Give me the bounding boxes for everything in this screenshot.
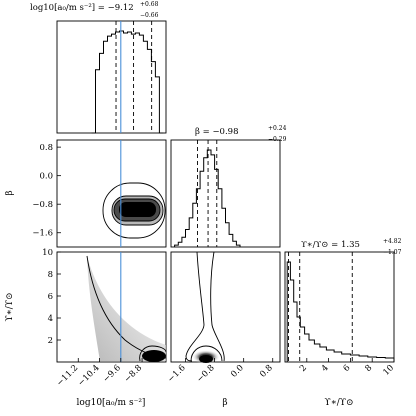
ytick-label-beta-1: −0.8 [32, 200, 53, 210]
contour-mid-beta [190, 345, 223, 362]
contour-right-beta [210, 251, 225, 362]
title-upsilon-main: ϒ∗/ϒ⊙ = 1.35 [301, 240, 360, 250]
xtick-label-a0-3: −8.8 [123, 363, 145, 385]
panel-upsilon-hist-frame [284, 251, 395, 363]
histogram-upsilon [286, 261, 395, 362]
xtick-label-upsilon-4: 10 [381, 363, 396, 378]
title-a0-minus: −0.66 [140, 12, 159, 19]
title-a0-plus: +0.68 [140, 1, 159, 8]
title-a0-main: log10[a₀/m s⁻²] = −9.12 [30, 3, 134, 13]
contour-inner-a0 [139, 345, 167, 362]
xtick-label-beta-3: 0.8 [258, 363, 275, 380]
title-beta-main: β = −0.98 [195, 127, 239, 137]
histogram-a0 [91, 30, 164, 134]
xtick-label-beta-0: −1.6 [166, 363, 188, 385]
xtick-label-upsilon-0: 2 [298, 363, 309, 374]
xtick-label-upsilon-3: 8 [363, 363, 374, 374]
xtick-label-a0-0: −11.2 [55, 363, 81, 389]
ytick-label-beta-3: 0.8 [39, 143, 53, 153]
ylabel-upsilon: ϒ∗/ϒ⊙ [5, 292, 15, 321]
xtick-label-beta-1: −0.8 [195, 363, 217, 385]
title-beta-plus: +0.24 [268, 125, 287, 132]
xlabel-beta: β [222, 398, 227, 408]
xtick-label-a0-2: −9.6 [101, 363, 123, 385]
density-core-beta [199, 355, 213, 363]
panel-beta-hist-frame [170, 139, 281, 248]
ytick-label-upsilon-0: 2 [48, 336, 53, 346]
ytick-label-beta-2: 0.0 [39, 172, 53, 182]
xtick-label-a0-1: −10.4 [76, 363, 102, 389]
ytick-label-beta-0: −1.6 [32, 229, 53, 239]
density-upsilon-vs-beta [185, 251, 225, 364]
xtick-label-upsilon-1: 4 [320, 363, 331, 374]
contour-left-beta [185, 251, 205, 362]
xtick-label-upsilon-2: 6 [342, 363, 353, 374]
panel-beta-vs-a0-frame [56, 139, 167, 248]
ylabel-beta: β [5, 190, 15, 195]
ytick-label-upsilon-3: 8 [48, 270, 53, 280]
density-fan [87, 256, 166, 361]
title-upsilon-plus: +4.82 [383, 238, 402, 245]
panel-upsilon-vs-beta-frame [170, 251, 281, 363]
histogram-beta [174, 149, 241, 247]
title-beta-minus: −0.29 [268, 136, 287, 143]
ytick-label-upsilon-4: 10 [42, 248, 53, 258]
title-upsilon: ϒ∗/ϒ⊙ = 1.35 +4.82 −1.07 [301, 238, 402, 256]
density-beta-vs-a0 [102, 182, 166, 239]
xlabel-a0: log10[a₀/m s⁻²] [77, 398, 146, 408]
density-core [119, 202, 156, 217]
ytick-label-upsilon-2: 6 [48, 292, 53, 302]
density-core-a0 [142, 350, 166, 362]
title-a0: log10[a₀/m s⁻²] = −9.12 +0.68 −0.66 [30, 1, 159, 19]
ytick-label-upsilon-1: 4 [48, 314, 53, 324]
title-beta: β = −0.98 +0.24 −0.29 [195, 125, 287, 143]
density-upsilon-vs-a0 [86, 255, 167, 362]
xlabel-upsilon: ϒ∗/ϒ⊙ [324, 398, 353, 408]
chart-marks: −11.2−10.4 −9.6 −8.8 −1.6 −0.8 0.0 0.8 2 4 6 8 10−1… [32, 21, 396, 389]
panel-a0-hist-frame [56, 20, 167, 134]
xtick-label-beta-2: 0.0 [229, 363, 246, 380]
title-upsilon-minus: −1.07 [383, 249, 402, 256]
panel-upsilon-vs-a0-frame [56, 251, 167, 363]
